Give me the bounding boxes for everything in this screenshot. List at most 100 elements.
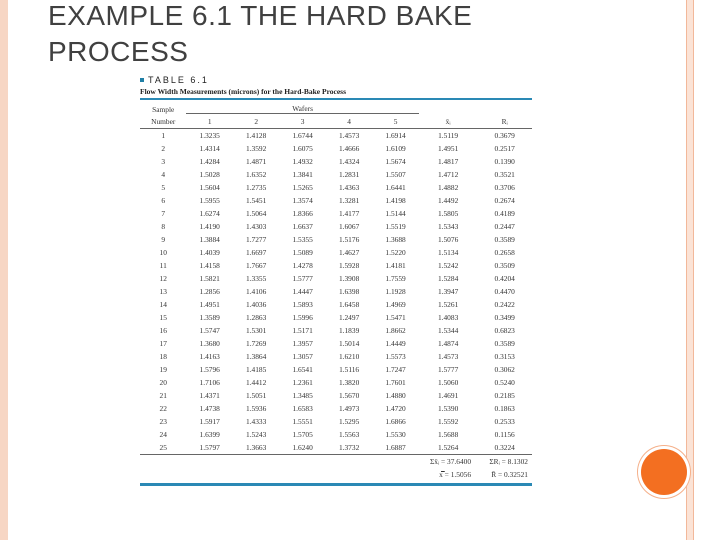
wafer-3-cell: 1.5355 xyxy=(292,235,313,244)
table-row: 1 1.3235 1.4128 1.6744 1.4573 1.6914 1.5119 0.3… xyxy=(140,129,532,143)
table-row: 23 1.5917 1.4333 1.5551 1.5295 1.6866 1.5592 0.… xyxy=(140,415,532,428)
grand-mean: x̿ = 1.5056 xyxy=(439,470,472,479)
wafer-3-cell: 1.5171 xyxy=(292,326,313,335)
table-row: 17 1.3680 1.7269 1.3957 1.5014 1.4449 1.4874 0.… xyxy=(140,337,532,350)
sample-mean-cell: 1.5060 xyxy=(437,378,459,387)
wafers-label: Wafers xyxy=(186,104,419,114)
sample-number-cell: 3 xyxy=(161,157,166,166)
wafer-4-cell: 1.5014 xyxy=(338,339,360,348)
sample-number-cell: 25 xyxy=(159,443,167,452)
wafer-1-cell: 1.4158 xyxy=(199,261,220,270)
sample-mean-cell: 1.4492 xyxy=(437,196,459,205)
wafer-2-cell: 1.5243 xyxy=(246,430,267,439)
wafer-3-cell: 1.4932 xyxy=(292,157,313,166)
sample-mean-cell: 1.4712 xyxy=(437,170,459,179)
sample-number-cell: 21 xyxy=(159,391,167,400)
sample-mean-cell: 1.5134 xyxy=(437,248,459,257)
wafer-1-cell: 1.4190 xyxy=(199,222,220,231)
wafer-4-cell: 1.2831 xyxy=(338,170,360,179)
table-row: 3 1.4284 1.4871 1.4932 1.4324 1.5674 1.4817 0.1… xyxy=(140,155,532,168)
wafer-2-cell: 1.5451 xyxy=(246,196,267,205)
sum-of-ranges: ΣRᵢ = 8.1302 xyxy=(489,457,528,466)
wafer-2-cell: 1.5051 xyxy=(246,391,267,400)
sample-number-cell: 17 xyxy=(159,339,167,348)
table-row: 25 1.5797 1.3663 1.6240 1.3732 1.6887 1.5264 0.… xyxy=(140,441,532,454)
sample-mean-cell: 1.3947 xyxy=(437,287,459,296)
wafer-5-header: 5 xyxy=(372,114,419,129)
wafer-5-cell: 1.5519 xyxy=(385,222,406,231)
sample-range-cell: 0.3589 xyxy=(494,339,515,348)
sample-number-cell: 22 xyxy=(159,404,167,413)
wafer-4-cell: 1.5563 xyxy=(338,430,360,439)
sample-range-cell: 0.4470 xyxy=(494,287,515,296)
sample-number-cell: 2 xyxy=(161,144,166,153)
wafer-5-cell: 1.5573 xyxy=(385,352,406,361)
wafer-4-cell: 1.4973 xyxy=(338,404,360,413)
wafer-3-cell: 1.3485 xyxy=(292,391,313,400)
sample-mean-cell: 1.5390 xyxy=(437,404,459,413)
wafer-4-cell: 1.2497 xyxy=(338,313,360,322)
wafer-3-cell: 1.5705 xyxy=(292,430,313,439)
sample-number-cell: 7 xyxy=(161,209,166,218)
wafer-3-cell: 1.5089 xyxy=(292,248,313,257)
sample-mean-cell: 1.4573 xyxy=(437,352,459,361)
sample-mean-cell: 1.5688 xyxy=(437,430,459,439)
sample-number-cell: 8 xyxy=(161,222,166,231)
table-row: 12 1.5821 1.3355 1.5777 1.3908 1.7559 1.5284 0.… xyxy=(140,272,532,285)
wafer-2-cell: 1.3864 xyxy=(246,352,267,361)
wafer-5-cell: 1.5471 xyxy=(385,313,406,322)
sample-range-cell: 0.2185 xyxy=(494,391,515,400)
table-row: 15 1.3589 1.2863 1.5996 1.2497 1.5471 1.4083 0.… xyxy=(140,311,532,324)
wafer-1-cell: 1.5955 xyxy=(199,196,220,205)
wafer-5-cell: 1.7247 xyxy=(385,365,406,374)
wafer-5-cell: 1.5507 xyxy=(385,170,406,179)
wafer-2-cell: 1.7277 xyxy=(246,235,267,244)
wafer-4-cell: 1.5116 xyxy=(339,365,360,374)
wafer-2-cell: 1.2863 xyxy=(246,313,267,322)
wafer-5-cell: 1.6441 xyxy=(385,183,406,192)
wafer-5-cell: 1.4449 xyxy=(385,339,406,348)
sample-mean-cell: 1.5343 xyxy=(437,222,459,231)
sample-mean-cell: 1.4882 xyxy=(437,183,459,192)
table-number: 6.1 xyxy=(190,75,209,85)
blank-header-1 xyxy=(419,100,478,114)
wafer-2-cell: 1.4303 xyxy=(246,222,267,231)
summary-spacer xyxy=(140,468,414,481)
group-header-row: Sample Wafers xyxy=(140,100,532,114)
summary-row-sums: Σx̄ᵢ = 37.6400 ΣRᵢ = 8.1302 xyxy=(140,454,532,469)
wafer-3-cell: 1.6637 xyxy=(292,222,313,231)
wafer-2-cell: 1.4106 xyxy=(246,287,267,296)
blank-header-2 xyxy=(477,100,532,114)
sample-range-cell: 0.4189 xyxy=(494,209,515,218)
wafer-2-cell: 1.6352 xyxy=(246,170,267,179)
wafer-2-cell: 1.7667 xyxy=(246,261,267,270)
wafer-5-cell: 1.8662 xyxy=(385,326,406,335)
wafers-group-header: Wafers xyxy=(186,100,419,114)
sample-range-cell: 0.6823 xyxy=(494,326,515,335)
sample-range-header: Rᵢ xyxy=(477,114,532,129)
sample-range-cell: 0.3589 xyxy=(494,235,515,244)
table-label: TABLE 6.1 xyxy=(140,72,532,86)
wafer-1-cell: 1.5821 xyxy=(199,274,220,283)
wafer-2-header: 2 xyxy=(232,114,280,129)
table-body: 1 1.3235 1.4128 1.6744 1.4573 1.6914 1.5119 0.3… xyxy=(140,129,532,455)
wafer-3-cell: 1.8366 xyxy=(292,209,313,218)
wafer-1-cell: 1.6399 xyxy=(199,430,220,439)
wafer-3-header: 3 xyxy=(279,114,326,129)
sample-range-cell: 0.3521 xyxy=(494,170,515,179)
sample-mean-header: x̄ᵢ xyxy=(418,114,478,129)
sample-range-cell: 0.1156 xyxy=(494,430,515,439)
wafer-5-cell: 1.5144 xyxy=(385,209,406,218)
number-header: Number xyxy=(140,114,187,129)
sample-range-cell: 0.3679 xyxy=(494,131,515,140)
sample-range-cell: 0.3499 xyxy=(494,313,515,322)
table-row: 6 1.5955 1.5451 1.3574 1.3281 1.4198 1.4492 0.2… xyxy=(140,194,532,207)
sample-mean-cell: 1.4817 xyxy=(437,157,459,166)
wafer-2-cell: 1.4128 xyxy=(246,131,267,140)
sample-mean-cell: 1.5284 xyxy=(437,274,459,283)
wafer-1-cell: 1.4284 xyxy=(199,157,220,166)
sample-number-cell: 15 xyxy=(159,313,167,322)
wafer-3-cell: 1.3057 xyxy=(292,352,313,361)
sample-number-cell: 5 xyxy=(161,183,166,192)
